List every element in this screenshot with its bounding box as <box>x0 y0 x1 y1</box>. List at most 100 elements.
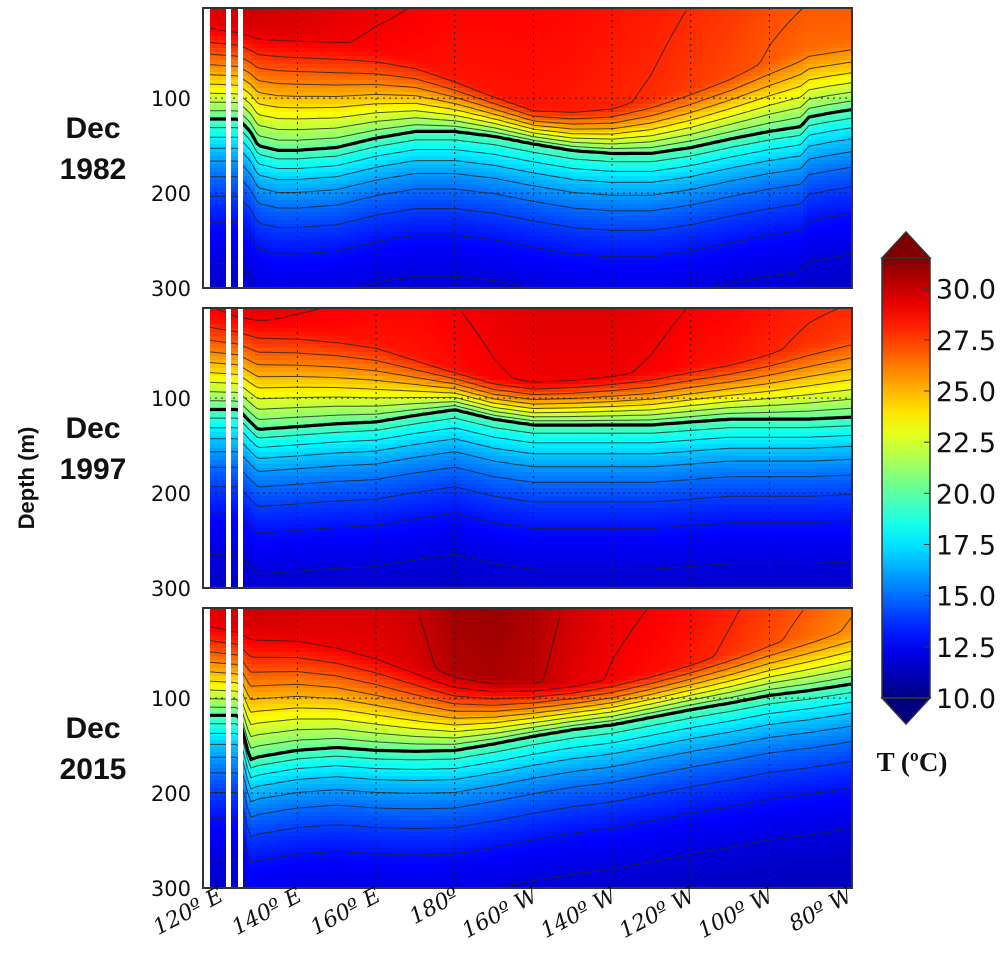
y-tick-label: 200 <box>151 182 191 206</box>
missing-data-strip <box>226 308 231 588</box>
x-tick-label: 140º E <box>228 883 306 940</box>
colorbar-tick-label: 20.0 <box>936 479 996 510</box>
isotherm-line <box>203 451 852 472</box>
isotherm-line <box>203 725 852 803</box>
isotherm-line <box>203 100 852 150</box>
y-tick-label: 300 <box>151 577 191 601</box>
isotherm-line <box>203 8 408 44</box>
isotherm-line <box>203 308 840 390</box>
colorbar-frame <box>881 257 931 699</box>
isotherm-line <box>203 127 852 172</box>
isotherm-line <box>203 787 852 864</box>
isotherm-line <box>203 117 852 163</box>
panel-frame <box>202 607 853 889</box>
x-tick-label: 160º W <box>458 882 544 944</box>
isotherm-line <box>203 61 852 130</box>
isotherm-line <box>203 701 852 779</box>
colorbar: 30.0 27.5 25.0 22.5 20.0 17.5 15.0 12.5 10.0 T (º… <box>877 230 996 777</box>
panel-frame <box>202 307 853 589</box>
isotherm-line <box>418 614 561 685</box>
temperature-field <box>203 608 852 888</box>
x-tick-label: 180º <box>406 883 464 930</box>
colorbar-tick-label: 22.5 <box>936 428 996 459</box>
isotherm-line <box>203 486 852 508</box>
isotherm-line <box>203 659 852 733</box>
isotherm-line <box>203 361 852 405</box>
isotherm-line <box>203 617 852 712</box>
isotherm-line <box>203 400 852 422</box>
isotherm-line <box>203 49 852 125</box>
isotherm-20c-line <box>203 108 852 156</box>
isotherm-line <box>203 10 687 113</box>
isotherm-line <box>203 166 852 212</box>
isotherm-line <box>203 138 852 183</box>
y-tick-label: 200 <box>151 782 191 806</box>
isotherm-line <box>203 186 852 231</box>
panel-title-month: Dec <box>65 112 120 145</box>
isotherm-20c-line <box>203 407 852 431</box>
isotherm-line <box>203 427 852 449</box>
colorbar-tick-label: 30.0 <box>936 275 996 306</box>
isotherm-line <box>203 712 852 790</box>
colorbar-min-extension <box>880 697 932 726</box>
colorbar-tick-label: 27.5 <box>936 326 996 357</box>
colorbar-tick-label: 25.0 <box>936 377 996 408</box>
isotherm-line <box>203 741 852 818</box>
panels-group: 100 200 300 Dec 1982 100 200 300 Dec 1997 100 200 30… <box>60 7 853 901</box>
missing-data-strip <box>238 8 243 288</box>
isotherm-line <box>203 417 852 439</box>
temperature-field <box>203 308 852 588</box>
x-tick-label: 140º W <box>537 882 623 944</box>
x-tick-label: 80º W <box>785 882 859 937</box>
isotherm-line <box>203 438 852 460</box>
panel-frame <box>202 7 853 289</box>
panel-title-year: 1982 <box>60 153 127 186</box>
panel-title-year: 2015 <box>60 753 127 786</box>
isotherm-line <box>203 8 804 120</box>
isotherm-line <box>203 371 852 409</box>
isotherm-line <box>203 151 852 196</box>
isotherm-line <box>203 350 852 400</box>
isotherm-line <box>203 608 741 700</box>
missing-data-strip <box>238 308 243 588</box>
panel-title-month: Dec <box>65 412 120 445</box>
isotherm-line <box>203 610 804 706</box>
isotherm-line <box>203 692 852 769</box>
isotherm-line <box>203 608 648 693</box>
missing-data-strip <box>226 8 231 288</box>
panel-title-year: 1997 <box>60 453 127 486</box>
y-tick-label: 100 <box>151 687 191 711</box>
isotherm-line <box>203 650 852 726</box>
y-tick-label: 300 <box>151 277 191 301</box>
isotherm-line <box>203 381 852 414</box>
colorbar-tick-label: 17.5 <box>936 531 996 562</box>
isotherm-line <box>203 553 852 575</box>
missing-data-strip <box>203 8 210 288</box>
isotherm-line <box>203 676 852 749</box>
isotherm-line <box>203 212 852 258</box>
isotherm-line <box>203 640 852 719</box>
isotherm-line <box>203 466 852 488</box>
colorbar-max-extension <box>880 230 932 259</box>
y-tick-label: 200 <box>151 482 191 506</box>
isotherm-line <box>203 512 852 534</box>
isotherm-line <box>203 91 852 145</box>
y-tick-label: 100 <box>151 387 191 411</box>
x-tick-label: 160º E <box>307 883 385 940</box>
isotherm-line <box>203 82 852 140</box>
isotherm-line <box>203 338 852 395</box>
panel-2015: 100 200 300 Dec 2015 <box>60 607 853 901</box>
colorbar-tick-label: 10.0 <box>936 684 996 715</box>
missing-data-strip <box>226 608 231 888</box>
colorbar-tick-label: 12.5 <box>936 633 996 664</box>
colorbar-label: T (ºC) <box>877 747 948 777</box>
colorbar-gradient <box>882 258 930 698</box>
missing-data-strip <box>203 308 210 588</box>
panel-title-month: Dec <box>65 712 120 745</box>
isotherm-line <box>203 390 852 418</box>
y-tick-label: 100 <box>151 87 191 111</box>
panel-1982: 100 200 300 Dec 1982 <box>60 7 853 301</box>
x-tick-label: 100º W <box>694 882 780 944</box>
